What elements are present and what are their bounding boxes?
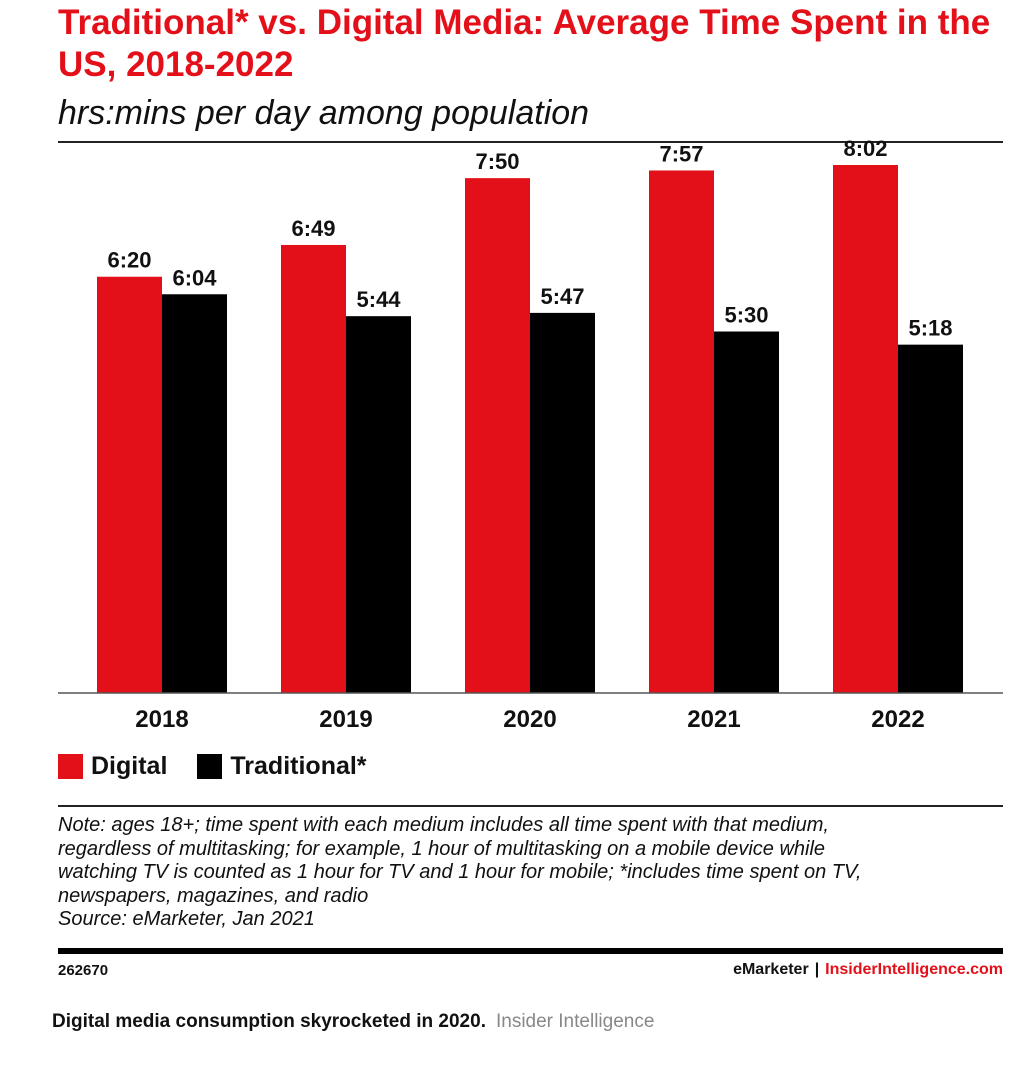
x-tick-label-2020: 2020 bbox=[503, 706, 556, 733]
x-tick-label-2019: 2019 bbox=[319, 706, 372, 733]
x-tick-label-2021: 2021 bbox=[687, 706, 740, 733]
data-label-traditional-2018: 6:04 bbox=[172, 265, 217, 290]
data-label-digital-2022: 8:02 bbox=[843, 136, 887, 161]
data-label-digital-2018: 6:20 bbox=[107, 248, 151, 273]
note-line: watching TV is counted as 1 hour for TV … bbox=[58, 861, 862, 883]
bar-digital-2021 bbox=[649, 170, 714, 693]
bar-digital-2018 bbox=[97, 276, 162, 693]
chart-note: Note: ages 18+; time spent with each med… bbox=[58, 814, 1003, 932]
bar-digital-2022 bbox=[833, 165, 898, 693]
chart-subtitle: hrs:mins per day among population bbox=[58, 94, 590, 132]
data-label-digital-2020: 7:50 bbox=[475, 149, 519, 174]
footer-brand: eMarketer | InsiderIntelligence.com bbox=[733, 961, 1003, 979]
legend-item-digital: Digital bbox=[58, 752, 167, 781]
legend-swatch-traditional bbox=[197, 754, 223, 779]
bar-traditional-2021 bbox=[714, 331, 779, 693]
data-label-digital-2021: 7:57 bbox=[659, 141, 703, 166]
caption-text: Digital media consumption skyrocketed in… bbox=[52, 1011, 486, 1032]
data-label-traditional-2020: 5:47 bbox=[540, 284, 584, 309]
bar-digital-2020 bbox=[465, 178, 530, 693]
note-line: newspapers, magazines, and radio bbox=[58, 884, 369, 907]
legend-label-digital: Digital bbox=[91, 752, 168, 780]
image-caption: Digital media consumption skyrocketed in… bbox=[52, 1011, 654, 1033]
chart-legend: Digital Traditional* bbox=[58, 752, 397, 781]
note-line: regardless of multitasking; for example,… bbox=[58, 837, 826, 860]
brand-separator: | bbox=[814, 961, 820, 978]
data-label-traditional-2021: 5:30 bbox=[724, 303, 768, 328]
caption-credit: Insider Intelligence bbox=[495, 1011, 655, 1032]
bar-digital-2019 bbox=[281, 244, 346, 694]
note-source: Source: eMarketer, Jan 2021 bbox=[58, 908, 315, 930]
legend-item-traditional: Traditional* bbox=[197, 752, 367, 781]
legend-label-traditional: Traditional* bbox=[230, 752, 367, 780]
bar-traditional-2020 bbox=[530, 312, 595, 693]
bar-traditional-2018 bbox=[162, 294, 227, 693]
brand-emarketer: eMarketer bbox=[733, 961, 809, 978]
x-tick-label-2018: 2018 bbox=[135, 706, 188, 733]
legend-swatch-digital bbox=[58, 754, 83, 779]
data-label-traditional-2019: 5:44 bbox=[356, 287, 401, 312]
note-line: Note: ages 18+; time spent with each med… bbox=[58, 814, 829, 836]
brand-insider-link[interactable]: InsiderIntelligence.com bbox=[825, 961, 1003, 978]
bar-traditional-2019 bbox=[346, 316, 411, 693]
bar-traditional-2022 bbox=[898, 344, 963, 693]
x-tick-label-2022: 2022 bbox=[871, 706, 924, 733]
chart-id: 262670 bbox=[58, 962, 109, 979]
footer-rule bbox=[58, 948, 1003, 954]
data-label-traditional-2022: 5:18 bbox=[908, 316, 952, 341]
note-rule bbox=[58, 805, 1003, 807]
data-label-digital-2019: 6:49 bbox=[291, 216, 335, 241]
chart-title: Traditional* vs. Digital Media: Average … bbox=[58, 3, 991, 84]
top-rule bbox=[58, 141, 1003, 143]
bar-chart: 6:20 6:04 2018 6:49 5:44 2019 7:50 5:47 2020 7:57… bbox=[58, 136, 1003, 733]
